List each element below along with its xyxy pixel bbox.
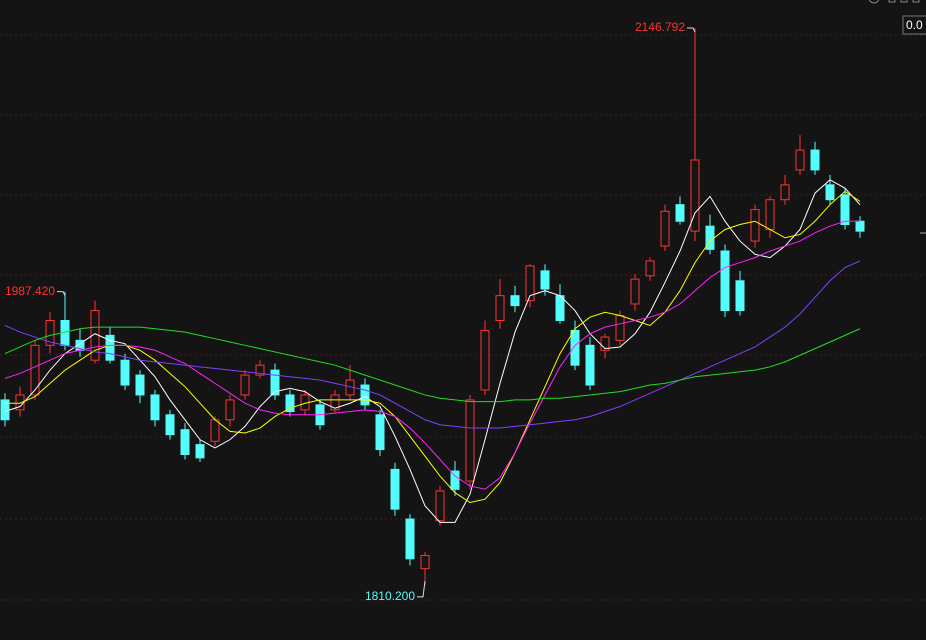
annotation-arrow [687, 27, 696, 33]
candle-body [855, 220, 865, 232]
annotations: 2146.792 1987.420 1810.200 [5, 20, 696, 603]
ma-line [4, 179, 861, 523]
ma-line [4, 220, 860, 490]
candle-body [660, 210, 670, 247]
candle-body [375, 414, 385, 451]
candle-body [615, 315, 625, 341]
moving-averages [4, 179, 861, 523]
candle-body [495, 295, 505, 321]
value-box [902, 15, 926, 35]
candle-body [30, 344, 40, 396]
candle-body [240, 374, 250, 396]
candle-body [780, 184, 790, 201]
candle-body [510, 295, 520, 307]
candle-body [555, 295, 565, 321]
layout-icon[interactable] [900, 0, 908, 3]
annotation-label: 2146.792 [635, 20, 685, 34]
candle-body [420, 554, 430, 570]
layout-icon[interactable] [888, 0, 896, 3]
candle-body [675, 204, 685, 222]
candle-body [750, 209, 760, 242]
ma-line [4, 326, 861, 403]
candle-body [45, 319, 55, 346]
candle-body [450, 470, 460, 490]
candle-body [435, 490, 445, 522]
candle-body [630, 278, 640, 305]
candle-body [150, 394, 160, 421]
candle-body [825, 184, 835, 201]
candle-body [330, 394, 340, 411]
candle-body [165, 414, 175, 436]
candle-body [570, 329, 580, 366]
candle-body [810, 149, 820, 171]
annotation-label: 1987.420 [5, 284, 55, 298]
candle-body [135, 374, 145, 396]
candle-body [645, 260, 655, 277]
candle-body [360, 384, 370, 406]
grid [0, 34, 926, 601]
candle-body [225, 399, 235, 421]
annotation-arrow [57, 291, 66, 296]
candle-body [255, 364, 265, 376]
candle-body [180, 429, 190, 456]
candle-body [765, 199, 775, 230]
ma-line [5, 190, 861, 504]
candle-body [195, 444, 205, 459]
corner-label: 0.0 [906, 18, 923, 32]
candle-body [795, 149, 805, 171]
toolbar-icons[interactable] [868, 0, 920, 4]
candle-body [465, 399, 475, 482]
zoom-icon[interactable] [868, 0, 880, 4]
candle-body [210, 419, 220, 442]
candle-body [285, 394, 295, 412]
candle-body [690, 159, 700, 232]
candle-body [540, 270, 550, 290]
candle-body [735, 280, 745, 312]
annotation-arrow [417, 580, 426, 598]
candle-body [600, 336, 610, 351]
candle-body [270, 369, 280, 396]
candle-body [105, 334, 115, 361]
layout-icon[interactable] [912, 0, 920, 3]
candle-body [720, 250, 730, 312]
candle-body [840, 194, 850, 226]
annotation-label: 1810.200 [365, 589, 415, 603]
candle-body [405, 518, 415, 560]
candle-body [585, 344, 595, 386]
candle-body [390, 468, 400, 510]
candle-body [120, 359, 130, 386]
ma-line [4, 260, 861, 429]
candle-body [480, 329, 490, 391]
candle-body [525, 265, 535, 302]
